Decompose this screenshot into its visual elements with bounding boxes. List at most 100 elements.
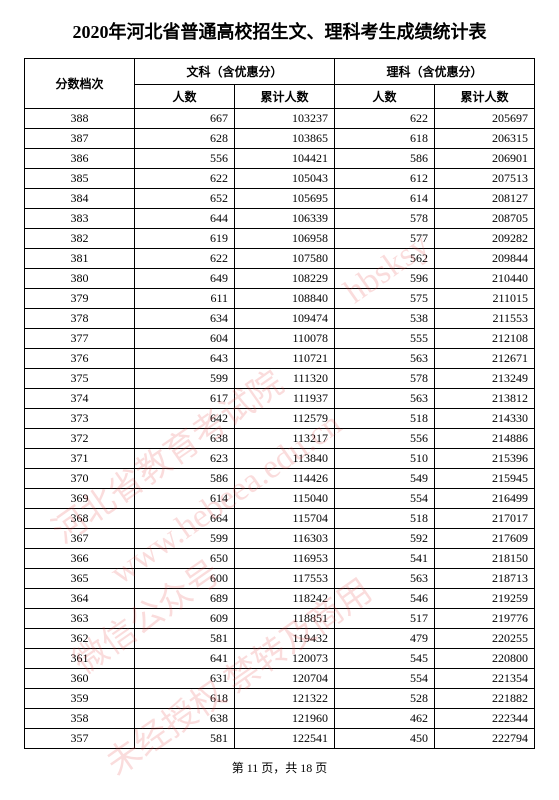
table-row: 369614115040554216499 <box>25 489 535 509</box>
table-row: 366650116953541218150 <box>25 549 535 569</box>
cell-wenke-cum: 103865 <box>235 129 335 149</box>
cell-like-count: 541 <box>335 549 435 569</box>
cell-wenke-cum: 106958 <box>235 229 335 249</box>
cell-score: 388 <box>25 109 135 129</box>
cell-like-cum: 217609 <box>435 529 535 549</box>
cell-score: 368 <box>25 509 135 529</box>
cell-wenke-count: 581 <box>135 729 235 749</box>
cell-like-cum: 218150 <box>435 549 535 569</box>
table-row: 360631120704554221354 <box>25 669 535 689</box>
table-row: 377604110078555212108 <box>25 329 535 349</box>
score-table: 分数档次 文科（含优惠分） 理科（含优惠分） 人数 累计人数 人数 累计人数 3… <box>24 58 535 749</box>
cell-like-cum: 212671 <box>435 349 535 369</box>
cell-like-cum: 221882 <box>435 689 535 709</box>
table-row: 359618121322528221882 <box>25 689 535 709</box>
cell-like-count: 578 <box>335 369 435 389</box>
header-like-count: 人数 <box>335 85 435 109</box>
cell-wenke-count: 617 <box>135 389 235 409</box>
cell-wenke-cum: 108840 <box>235 289 335 309</box>
cell-wenke-count: 614 <box>135 489 235 509</box>
cell-like-count: 614 <box>335 189 435 209</box>
table-row: 378634109474538211553 <box>25 309 535 329</box>
table-row: 380649108229596210440 <box>25 269 535 289</box>
cell-like-cum: 208705 <box>435 209 535 229</box>
cell-score: 387 <box>25 129 135 149</box>
cell-wenke-cum: 121960 <box>235 709 335 729</box>
cell-score: 363 <box>25 609 135 629</box>
cell-wenke-cum: 114426 <box>235 469 335 489</box>
cell-score: 380 <box>25 269 135 289</box>
table-row: 387628103865618206315 <box>25 129 535 149</box>
cell-like-count: 546 <box>335 589 435 609</box>
cell-wenke-cum: 111320 <box>235 369 335 389</box>
cell-like-cum: 216499 <box>435 489 535 509</box>
cell-score: 382 <box>25 229 135 249</box>
cell-wenke-count: 586 <box>135 469 235 489</box>
table-row: 382619106958577209282 <box>25 229 535 249</box>
cell-wenke-count: 634 <box>135 309 235 329</box>
cell-score: 365 <box>25 569 135 589</box>
table-row: 379611108840575211015 <box>25 289 535 309</box>
cell-wenke-cum: 122541 <box>235 729 335 749</box>
cell-wenke-count: 599 <box>135 369 235 389</box>
cell-like-count: 563 <box>335 569 435 589</box>
cell-like-cum: 220800 <box>435 649 535 669</box>
cell-like-cum: 217017 <box>435 509 535 529</box>
cell-score: 375 <box>25 369 135 389</box>
cell-wenke-cum: 109474 <box>235 309 335 329</box>
cell-wenke-cum: 113840 <box>235 449 335 469</box>
cell-like-count: 538 <box>335 309 435 329</box>
cell-like-cum: 206315 <box>435 129 535 149</box>
table-row: 383644106339578208705 <box>25 209 535 229</box>
cell-score: 370 <box>25 469 135 489</box>
cell-wenke-count: 689 <box>135 589 235 609</box>
cell-wenke-cum: 116953 <box>235 549 335 569</box>
table-row: 365600117553563218713 <box>25 569 535 589</box>
cell-wenke-count: 611 <box>135 289 235 309</box>
cell-wenke-count: 649 <box>135 269 235 289</box>
cell-like-cum: 213249 <box>435 369 535 389</box>
cell-wenke-count: 619 <box>135 229 235 249</box>
cell-like-cum: 206901 <box>435 149 535 169</box>
cell-wenke-count: 652 <box>135 189 235 209</box>
cell-wenke-cum: 113217 <box>235 429 335 449</box>
cell-wenke-count: 609 <box>135 609 235 629</box>
cell-like-cum: 205697 <box>435 109 535 129</box>
cell-wenke-cum: 104421 <box>235 149 335 169</box>
cell-like-cum: 211553 <box>435 309 535 329</box>
cell-wenke-count: 667 <box>135 109 235 129</box>
cell-wenke-cum: 106339 <box>235 209 335 229</box>
cell-wenke-count: 618 <box>135 689 235 709</box>
cell-like-count: 554 <box>335 489 435 509</box>
cell-like-cum: 219259 <box>435 589 535 609</box>
cell-score: 383 <box>25 209 135 229</box>
cell-wenke-cum: 115040 <box>235 489 335 509</box>
cell-wenke-count: 644 <box>135 209 235 229</box>
table-row: 374617111937563213812 <box>25 389 535 409</box>
table-row: 370586114426549215945 <box>25 469 535 489</box>
cell-wenke-cum: 121322 <box>235 689 335 709</box>
cell-wenke-count: 638 <box>135 709 235 729</box>
cell-like-cum: 209844 <box>435 249 535 269</box>
cell-like-count: 518 <box>335 509 435 529</box>
cell-score: 359 <box>25 689 135 709</box>
cell-like-count: 596 <box>335 269 435 289</box>
cell-score: 379 <box>25 289 135 309</box>
table-row: 362581119432479220255 <box>25 629 535 649</box>
cell-score: 378 <box>25 309 135 329</box>
cell-wenke-count: 556 <box>135 149 235 169</box>
cell-wenke-cum: 117553 <box>235 569 335 589</box>
cell-wenke-cum: 105043 <box>235 169 335 189</box>
cell-like-count: 450 <box>335 729 435 749</box>
cell-like-count: 528 <box>335 689 435 709</box>
cell-wenke-cum: 120073 <box>235 649 335 669</box>
cell-like-count: 618 <box>335 129 435 149</box>
cell-wenke-count: 638 <box>135 429 235 449</box>
cell-score: 372 <box>25 429 135 449</box>
cell-like-cum: 214886 <box>435 429 535 449</box>
cell-score: 369 <box>25 489 135 509</box>
cell-wenke-count: 604 <box>135 329 235 349</box>
cell-like-count: 586 <box>335 149 435 169</box>
cell-wenke-count: 650 <box>135 549 235 569</box>
cell-wenke-count: 643 <box>135 349 235 369</box>
